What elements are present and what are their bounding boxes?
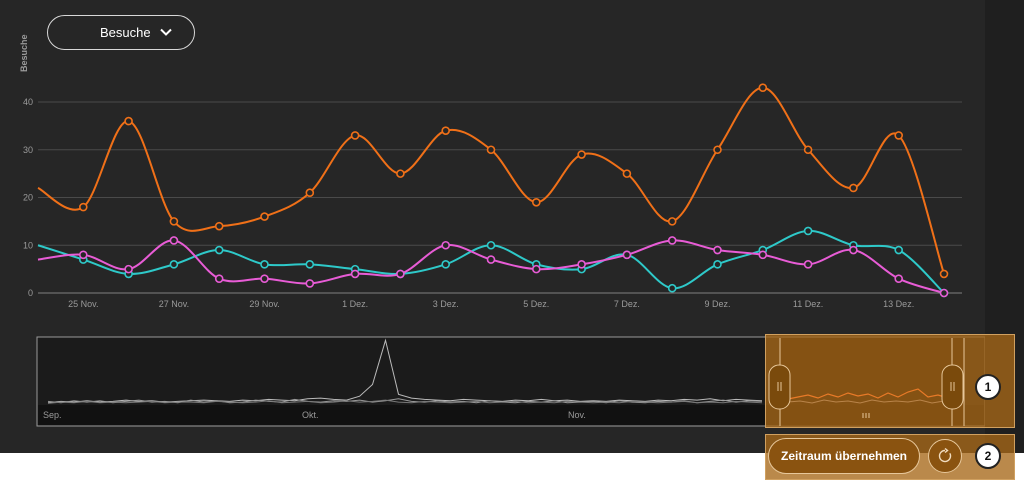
series-1-point[interactable] — [169, 217, 179, 226]
overview-series-2 — [47, 398, 763, 404]
series-1-point[interactable] — [441, 126, 451, 135]
series-1-point[interactable] — [939, 269, 949, 279]
range-drag-grip[interactable] — [862, 413, 870, 418]
series-3-point[interactable] — [803, 260, 813, 269]
overview-month-label: Okt. — [302, 410, 319, 420]
range-series-preview — [787, 388, 949, 400]
series-1-point[interactable] — [305, 188, 315, 198]
series-1-point[interactable] — [849, 183, 858, 193]
series-1-point[interactable] — [260, 212, 269, 221]
series-3-point[interactable] — [441, 240, 451, 250]
range-window — [768, 338, 965, 426]
x-tick-label: 5 Dez. — [523, 299, 549, 309]
x-tick-label: 13 Dez. — [883, 299, 914, 309]
series-1-point[interactable] — [622, 169, 632, 178]
series-3-point[interactable] — [79, 250, 88, 260]
range-series-preview-2 — [787, 399, 945, 404]
overview-month-labels: Sep. Okt. Nov. — [43, 410, 586, 420]
series-1-point[interactable] — [350, 131, 360, 140]
y-axis-title: Besuche — [19, 34, 29, 72]
x-tick-label: 1 Dez. — [342, 299, 368, 309]
x-tick-label: 9 Dez. — [704, 299, 730, 309]
apply-range-button[interactable]: Zeitraum übernehmen — [768, 438, 920, 474]
series-3-point[interactable] — [486, 255, 496, 264]
range-selection-highlight[interactable] — [765, 334, 1015, 428]
x-tick-label: 11 Dez. — [793, 299, 823, 309]
y-tick-label: 30 — [23, 145, 33, 155]
refresh-icon — [938, 448, 952, 463]
series-2-point[interactable] — [214, 245, 224, 255]
series-2-point[interactable] — [441, 260, 451, 269]
series-1-point[interactable] — [214, 221, 224, 231]
series-2-point[interactable] — [667, 283, 677, 293]
series-2-point[interactable] — [486, 240, 496, 250]
series-3-point[interactable] — [939, 288, 949, 298]
y-tick-label: 40 — [23, 97, 33, 107]
series-1-point[interactable] — [486, 145, 496, 155]
series-3-point[interactable] — [124, 264, 133, 274]
x-tick-label: 3 Dez. — [433, 299, 459, 309]
series-3-point[interactable] — [577, 260, 586, 269]
series-2-point[interactable] — [803, 226, 813, 236]
reset-range-button[interactable] — [928, 439, 962, 473]
step-badge-1: 1 — [975, 374, 1001, 400]
overview-axis-band — [38, 405, 984, 425]
metric-dropdown-value: Besuche — [100, 25, 151, 40]
series-1-point[interactable] — [758, 83, 768, 92]
step-badge-2: 2 — [975, 443, 1001, 469]
x-tick-label: 7 Dez. — [614, 299, 640, 309]
series-1-point[interactable] — [803, 145, 813, 155]
series-1-point[interactable] — [124, 116, 133, 126]
series-3-point[interactable] — [713, 245, 722, 255]
series-3-point[interactable] — [531, 264, 541, 274]
series-1-point[interactable] — [396, 169, 405, 178]
series-2-point[interactable] — [169, 260, 179, 269]
series-3-point[interactable] — [849, 245, 858, 255]
x-tick-labels: 25 Nov. 27 Nov. 29 Nov. 1 Dez. 3 Dez. 5 Dez. 7… — [68, 299, 914, 309]
overview-month-label: Nov. — [568, 410, 586, 420]
series-3-point[interactable] — [396, 269, 405, 279]
apply-range-area: Zeitraum übernehmen — [765, 434, 1015, 480]
chevron-down-icon — [160, 28, 172, 36]
series-layer — [37, 83, 949, 298]
y-tick-label: 20 — [23, 193, 33, 203]
overview-month-label: Sep. — [43, 410, 62, 420]
series-2-point[interactable] — [894, 245, 904, 255]
series-2-point[interactable] — [305, 260, 315, 269]
series-3-point[interactable] — [305, 279, 315, 288]
y-tick-label: 0 — [28, 288, 33, 298]
series-1-point[interactable] — [667, 217, 677, 226]
y-tick-labels: 0 10 20 30 40 — [23, 97, 33, 298]
series-3-point[interactable] — [758, 250, 768, 260]
series-1-point[interactable] — [713, 145, 722, 155]
series-2-point[interactable] — [260, 260, 269, 269]
metric-dropdown[interactable]: Besuche — [47, 15, 195, 50]
series-3-point[interactable] — [260, 274, 269, 283]
range-window-fill — [780, 338, 964, 426]
series-3-point[interactable] — [214, 274, 224, 283]
series-1-point[interactable] — [79, 202, 88, 212]
series-3-point[interactable] — [622, 250, 632, 260]
series-1-point[interactable] — [531, 197, 541, 207]
range-left-handle[interactable] — [768, 364, 791, 410]
series-2-point[interactable] — [713, 260, 722, 269]
series-1-point[interactable] — [894, 131, 904, 140]
series-3-point[interactable] — [894, 274, 904, 283]
x-tick-label: 25 Nov. — [68, 299, 98, 309]
series-3-point[interactable] — [169, 236, 179, 245]
range-right-handle[interactable] — [941, 364, 964, 410]
x-tick-label: 27 Nov. — [159, 299, 189, 309]
series-1-point[interactable] — [577, 150, 586, 159]
overview-series — [47, 338, 763, 404]
series-3-point[interactable] — [667, 236, 677, 245]
series-3-point[interactable] — [350, 269, 360, 279]
overview-series-3 — [47, 399, 763, 404]
y-tick-label: 10 — [23, 240, 33, 250]
x-tick-label: 29 Nov. — [249, 299, 279, 309]
